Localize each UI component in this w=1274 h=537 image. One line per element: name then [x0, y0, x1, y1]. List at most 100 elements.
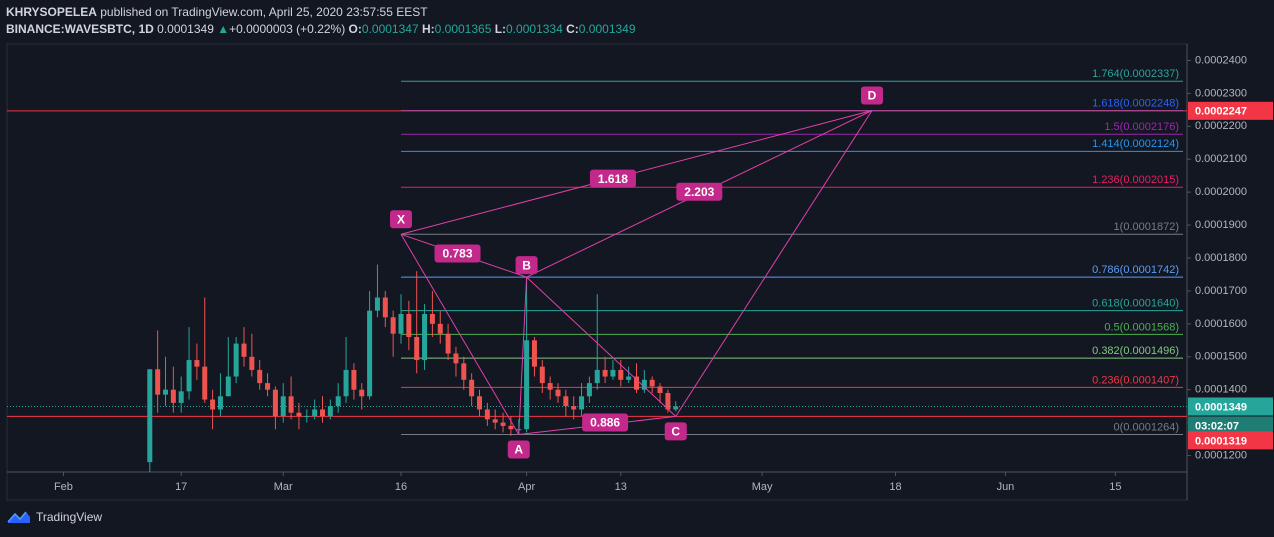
- candle-body: [351, 369, 357, 390]
- countdown-tag: 03:02:07: [1195, 420, 1239, 432]
- point-c-label: C: [671, 425, 680, 439]
- candle-body: [194, 360, 200, 367]
- candle-body: [398, 313, 404, 334]
- candle-body: [657, 386, 663, 393]
- time-tick-label: 18: [889, 481, 901, 493]
- pattern-leg: [526, 276, 677, 417]
- candle-body: [382, 297, 388, 318]
- close-value: 0.0001349: [578, 22, 636, 36]
- point-x-label-bg[interactable]: [390, 210, 412, 229]
- candle-body: [626, 376, 632, 380]
- candle-body: [343, 369, 349, 397]
- point-b-label-bg[interactable]: [515, 256, 538, 275]
- publisher-name[interactable]: KHRYSOPELEA: [6, 5, 97, 19]
- candle-body: [524, 340, 530, 430]
- candle-body: [665, 392, 671, 410]
- candle-body: [571, 406, 577, 410]
- ratio-bd-label-bg[interactable]: [676, 182, 723, 201]
- candle-body: [414, 337, 420, 361]
- fib-level-label: 1.764(0.0002337): [1092, 68, 1179, 80]
- candle-body: [437, 323, 443, 334]
- ratio-ac-label-bg[interactable]: [582, 413, 629, 432]
- symbol-name[interactable]: BINANCE:WAVESBTC, 1D: [6, 22, 154, 36]
- hline-price-tag-bottom: 0.0001319: [1195, 435, 1247, 447]
- candle-body: [634, 376, 639, 390]
- ratio-xd-label-bg[interactable]: [589, 169, 636, 188]
- point-c-label-bg[interactable]: [664, 422, 687, 441]
- open-value: 0.0001347: [361, 22, 419, 36]
- candle-body: [374, 297, 380, 311]
- candle-body: [555, 389, 561, 397]
- point-d-label: D: [868, 89, 877, 103]
- candle-body: [217, 396, 223, 410]
- candle-body: [202, 366, 208, 400]
- candle-body: [257, 369, 263, 384]
- candle-body: [359, 389, 365, 397]
- candle-body: [265, 383, 271, 390]
- candle-body: [390, 317, 396, 334]
- price-tick-label: 0.0002000: [1195, 186, 1247, 198]
- candle-body: [594, 369, 600, 384]
- time-tick-label: Jun: [997, 481, 1015, 493]
- candle-body: [288, 396, 294, 413]
- tradingview-brand[interactable]: TradingView: [7, 510, 102, 524]
- publish-info: KHRYSOPELEA published on TradingView.com…: [6, 5, 428, 19]
- last-price: 0.0001349: [157, 22, 214, 36]
- candle-body: [641, 379, 647, 390]
- candle-body: [304, 416, 310, 418]
- candle-body: [280, 396, 286, 417]
- candle-body: [445, 333, 451, 354]
- countdown-tag-bg: [1188, 416, 1273, 435]
- candle-body: [602, 369, 608, 377]
- candle-body: [147, 369, 153, 463]
- candle-body: [429, 313, 435, 324]
- tradingview-logo-icon: [7, 511, 30, 523]
- candle-body: [563, 396, 569, 407]
- high-value: 0.0001365: [434, 22, 492, 36]
- point-a-label-bg[interactable]: [507, 440, 530, 459]
- candle-body: [233, 343, 239, 377]
- price-tick-label: 0.0001700: [1195, 285, 1247, 297]
- ratio-xb-label: 0.783: [443, 247, 473, 261]
- pattern-leg: [400, 234, 520, 435]
- candle-body: [618, 369, 624, 380]
- price-tick-label: 0.0001500: [1195, 351, 1247, 363]
- fib-level-label: 1.414(0.0002124): [1092, 138, 1179, 150]
- candle-body: [296, 412, 302, 417]
- candle-body: [508, 425, 514, 430]
- candle-body: [186, 360, 192, 392]
- candle-body: [178, 391, 184, 403]
- last-price-tag: 0.0001349: [1195, 401, 1247, 413]
- fib-level-label: 0.786(0.0001742): [1092, 264, 1179, 276]
- candle-body: [170, 389, 176, 403]
- price-tick-label: 0.0001200: [1195, 449, 1247, 461]
- time-tick-label: 15: [1109, 481, 1121, 493]
- candle-body: [422, 313, 428, 361]
- candle-body: [673, 406, 679, 410]
- candle-body: [327, 406, 333, 417]
- price-tick-label: 0.0002400: [1195, 54, 1247, 66]
- ratio-xd-label: 1.618: [598, 172, 628, 186]
- candle-body: [539, 366, 545, 384]
- fib-level-label: 0(0.0001264): [1114, 421, 1179, 433]
- time-tick-label: 13: [615, 481, 627, 493]
- time-tick-label: May: [752, 481, 773, 493]
- ratio-ac-label: 0.886: [590, 416, 620, 430]
- candle-body: [312, 409, 318, 417]
- ratio-xb-label-bg[interactable]: [434, 244, 481, 263]
- price-tick-label: 0.0001800: [1195, 252, 1247, 264]
- point-d-label-bg[interactable]: [861, 86, 883, 105]
- price-tick-label: 0.0002100: [1195, 153, 1247, 165]
- candle-body: [531, 340, 537, 367]
- candle-body: [272, 389, 278, 417]
- price-change: +0.0000003 (+0.22%): [229, 22, 346, 36]
- candle-body: [406, 313, 412, 338]
- last-price-tag-bg: [1188, 397, 1273, 416]
- candle-body: [453, 353, 459, 364]
- price-tick-label: 0.0002200: [1195, 120, 1247, 132]
- point-x-label: X: [397, 212, 405, 226]
- hline-price-tag-top-bg: [1188, 101, 1273, 120]
- candle-body: [367, 310, 373, 397]
- pattern-leg: [518, 277, 528, 435]
